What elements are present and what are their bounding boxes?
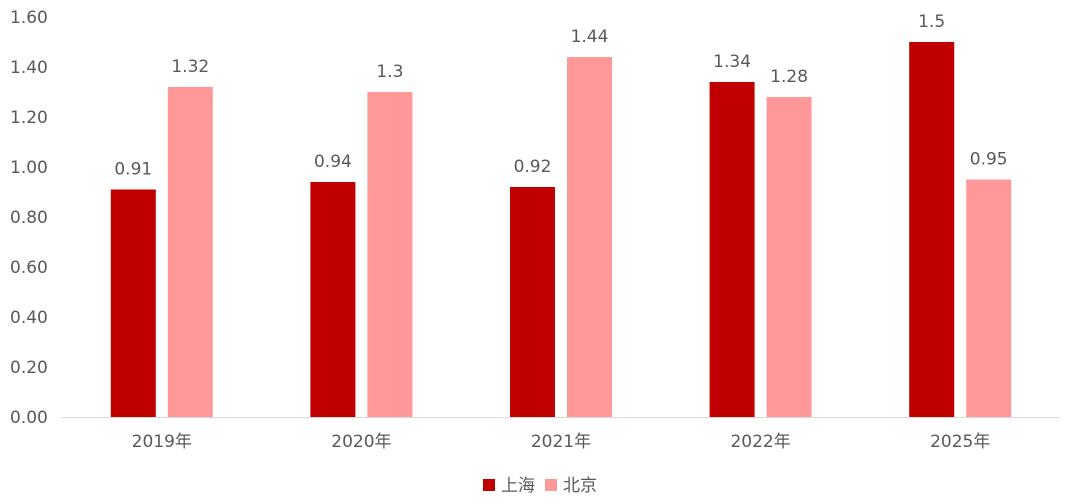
y-tick-label: 0.40 [10, 308, 48, 328]
x-tick-label: 2025年 [930, 432, 990, 452]
x-tick-label: 2022年 [730, 432, 790, 452]
y-tick-label: 0.20 [10, 358, 48, 378]
data-label: 0.91 [114, 160, 152, 180]
y-tick-label: 0.60 [10, 258, 48, 278]
y-tick-label: 1.60 [10, 8, 48, 28]
bar-shanghai [510, 187, 555, 417]
x-tick-label: 2019年 [132, 432, 192, 452]
data-label: 1.32 [171, 57, 209, 77]
y-tick-label: 1.20 [10, 108, 48, 128]
bars [110, 42, 1012, 417]
data-label: 0.95 [970, 150, 1008, 170]
x-tick-label: 2020年 [331, 432, 391, 452]
data-label: 1.28 [770, 67, 808, 87]
legend-label: 上海 [501, 476, 535, 496]
y-tick-label: 1.40 [10, 58, 48, 78]
data-labels: 0.91 1.32 0.94 1.3 0.92 1.44 1.34 1.28 1.5 0.95 [114, 12, 1007, 180]
data-label: 1.5 [918, 12, 945, 32]
legend-swatch [483, 479, 495, 491]
data-label: 1.3 [376, 62, 403, 82]
bar-beijing [167, 87, 213, 417]
bar-beijing [766, 97, 812, 417]
bar-beijing [367, 92, 413, 417]
bar-beijing [567, 57, 612, 417]
y-tick-label: 0.00 [10, 408, 48, 428]
bar-shanghai [909, 42, 955, 417]
data-label: 0.94 [314, 152, 352, 172]
y-tick-label: 1.00 [10, 158, 48, 178]
y-axis: 0.00 0.20 0.40 0.60 0.80 1.00 1.20 1.40 1.60 [10, 8, 48, 428]
legend: 上海 北京 [483, 476, 597, 496]
bar-shanghai [709, 82, 755, 417]
bar-shanghai [110, 189, 156, 417]
x-axis: 2019年 2020年 2021年 2022年 2025年 [132, 432, 991, 452]
x-tick-label: 2021年 [531, 432, 591, 452]
bar-beijing [966, 179, 1012, 417]
bar-shanghai [310, 182, 356, 417]
data-label: 1.34 [713, 52, 751, 72]
data-label: 0.92 [514, 157, 552, 177]
legend-swatch [545, 479, 557, 491]
y-tick-label: 0.80 [10, 208, 48, 228]
data-label: 1.44 [571, 27, 609, 47]
legend-label: 北京 [563, 476, 597, 496]
